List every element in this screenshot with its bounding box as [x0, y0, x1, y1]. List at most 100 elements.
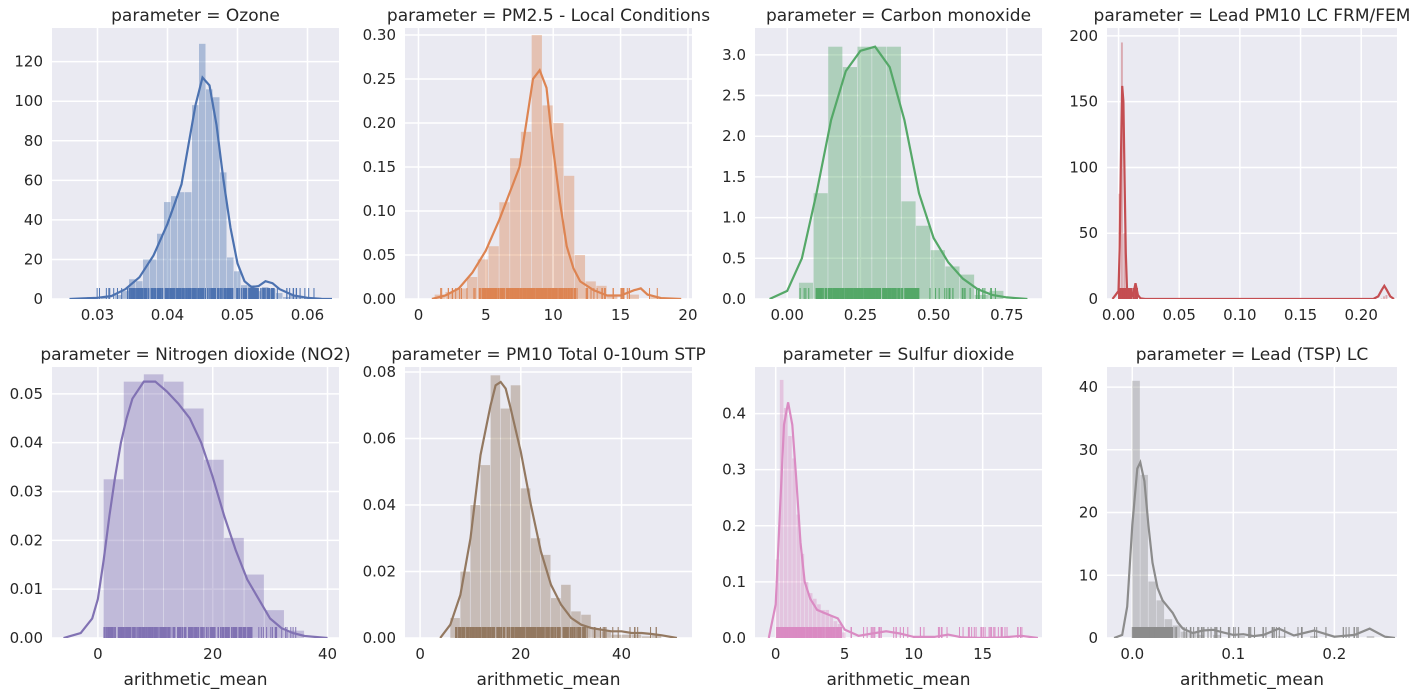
x-tick-label: 0.50	[917, 306, 950, 324]
hist-bar	[163, 381, 184, 638]
hist-bar	[1196, 634, 1205, 638]
y-tick-label: 0.01	[10, 580, 43, 598]
x-tick-label: 5	[481, 306, 491, 324]
panel-title: parameter = Lead PM10 LC FRM/FEM	[1094, 6, 1411, 26]
hist-bar	[842, 67, 857, 299]
y-tick-label: 0.1	[722, 573, 746, 591]
panel-content	[439, 375, 678, 638]
x-tick-label: 0.1	[1221, 645, 1245, 663]
hist-bar	[775, 559, 780, 638]
y-tick-label: 0.10	[363, 202, 396, 220]
y-tick-label: 0.00	[10, 629, 43, 647]
hist-bar	[143, 374, 164, 638]
hist-bar	[122, 291, 129, 299]
y-tick-label: 1.0	[722, 209, 746, 227]
hist-bar	[812, 598, 817, 638]
kde-line	[1113, 459, 1396, 638]
x-tick-label: 0.20	[1345, 306, 1378, 324]
x-axis-label: arithmetic_mean	[123, 670, 267, 690]
hist-bar	[916, 225, 931, 299]
hist-bar	[1380, 298, 1383, 299]
hist-bar	[1132, 380, 1140, 638]
panel-title: parameter = Lead (TSP) LC	[1136, 345, 1368, 365]
x-tick-label: 0	[771, 645, 781, 663]
hist-bar	[470, 504, 481, 638]
y-tick-label: 0.00	[363, 629, 396, 647]
y-tick-label: 40	[24, 211, 43, 229]
y-tick-label: 0.08	[363, 363, 396, 381]
x-tick-label: 0	[414, 306, 424, 324]
hist-bar	[283, 297, 290, 299]
hist-bar	[563, 175, 575, 299]
hist-bar	[1123, 233, 1126, 299]
hist-bar	[206, 89, 213, 299]
y-tick-label: 3.0	[722, 46, 746, 64]
hist-bar	[886, 46, 901, 299]
x-tick-label: 15	[973, 645, 992, 663]
hist-bar	[828, 46, 843, 299]
hist-bar	[192, 105, 199, 299]
hist-bar	[872, 46, 887, 299]
hist-bar	[650, 297, 661, 299]
x-tick-label: 0	[93, 645, 103, 663]
y-tick-label: 2.5	[722, 87, 746, 105]
hist-bar	[123, 381, 144, 638]
x-tick-label: 0.2	[1322, 645, 1346, 663]
y-tick-label: 0.0	[722, 629, 746, 647]
hist-bar	[1383, 296, 1385, 299]
panel-0: 0.03 0.04 0.05 0.06 0 20 40 60 80 100 120 parameter…	[14, 6, 339, 324]
hist-bar	[930, 250, 945, 299]
hist-bar	[792, 458, 796, 638]
hist-bar	[234, 271, 241, 299]
panel-4: 0 20 40 0.00 0.01 0.02 0.03 0.04 0.05 parameter =…	[10, 345, 351, 690]
hist-bar	[488, 246, 499, 299]
panel-content	[1113, 380, 1396, 638]
plot-area	[1107, 28, 1397, 299]
hist-bar	[499, 202, 510, 299]
y-tick-label: 0.4	[722, 405, 746, 423]
hist-bar	[817, 604, 821, 638]
panel-content	[1111, 42, 1395, 299]
y-tick-label: 0.06	[363, 429, 396, 447]
hist-bar	[224, 537, 244, 638]
hist-bar	[571, 611, 581, 638]
x-tick-label: 10	[904, 645, 923, 663]
y-tick-label: 120	[14, 53, 43, 71]
x-axis-label: arithmetic_mean	[826, 670, 970, 690]
hist-bar	[171, 196, 178, 299]
hist-bar	[199, 43, 206, 299]
x-tick-label: 40	[612, 645, 631, 663]
x-tick-label: 0.03	[81, 306, 114, 324]
panel-content	[769, 45, 1028, 299]
kde-line	[63, 380, 328, 638]
x-tick-label: 0.00	[1102, 306, 1135, 324]
y-tick-label: 80	[24, 132, 43, 150]
x-tick-label: 0.04	[151, 306, 184, 324]
x-tick-label: 0.05	[1162, 306, 1195, 324]
hist-bar	[607, 294, 618, 299]
hist-bar	[621, 634, 632, 638]
panel-title: parameter = Sulfur dioxide	[783, 345, 1015, 365]
y-tick-label: 0	[1088, 629, 1098, 647]
hist-bar	[779, 379, 784, 638]
hist-bar	[213, 97, 220, 299]
panel-2: 0.00 0.25 0.50 0.75 0.0 0.5 1.0 1.5 2.0 2.5 3.0 par…	[722, 6, 1042, 324]
hist-bar	[788, 436, 792, 638]
x-tick-label: 0.25	[844, 306, 877, 324]
hist-bar	[829, 615, 834, 638]
plot-area	[755, 367, 1042, 638]
hist-bar	[808, 593, 813, 638]
panel-title: parameter = Nitrogen dioxide (NO2)	[40, 345, 350, 365]
hist-bar	[813, 193, 828, 299]
hist-bar	[520, 488, 531, 638]
panel-title: parameter = PM10 Total 0-10um STP	[391, 345, 706, 365]
x-axis-label: arithmetic_mean	[1180, 670, 1324, 690]
y-tick-label: 0.5	[722, 249, 746, 267]
hist-bar	[542, 105, 553, 299]
x-tick-label: 20	[511, 645, 530, 663]
x-tick-label: 20	[203, 645, 222, 663]
panel-content	[767, 379, 1039, 638]
panel-6: 0 5 10 15 0.0 0.1 0.2 0.3 0.4 parameter = Sulfur …	[722, 345, 1042, 690]
hist-bar	[244, 574, 264, 638]
kde-line	[439, 380, 678, 638]
